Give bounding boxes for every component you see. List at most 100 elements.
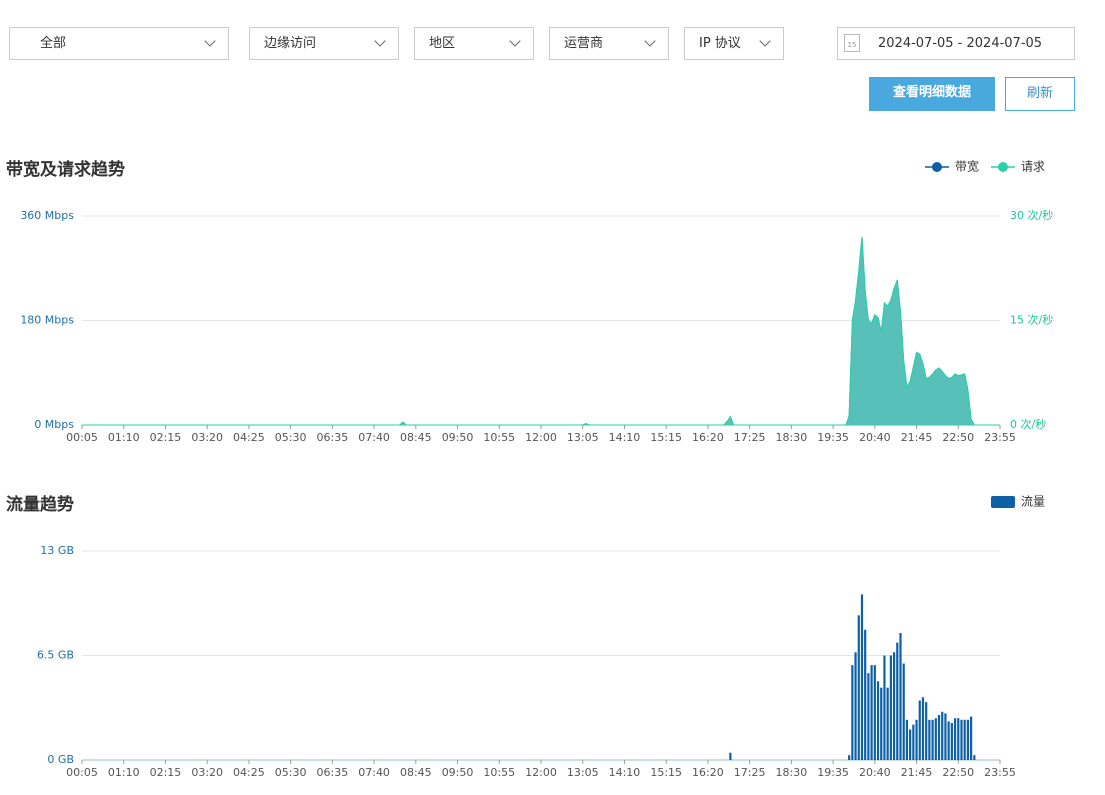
x-tick-label: 18:30 [776,766,808,779]
x-tick-label: 05:30 [275,766,307,779]
y2-tick-label: 30 次/秒 [1010,208,1053,222]
x-tick-label: 13:05 [567,766,599,779]
legend-label: 带宽 [955,159,979,174]
bar [860,594,864,760]
bar [886,687,889,760]
legend-dot [931,162,942,172]
dropdown-label: 边缘访问 [264,36,317,51]
dropdown-label: 运营商 [564,36,604,51]
chevron [759,35,771,47]
bar [873,665,876,760]
x-tick-label: 18:30 [776,431,808,444]
x-tick-label: 03:20 [191,431,223,444]
y-tick-label: 180 Mbps [20,314,74,327]
bar [854,652,857,760]
detail-button[interactable]: 查看明细数据 [869,77,995,111]
x-tick-label: 20:40 [859,431,891,444]
x-tick-label: 07:40 [358,431,390,444]
dropdown[interactable]: 边缘访问 [249,27,399,60]
bar [883,655,886,760]
y-tick-label: 0 Mbps [34,418,74,431]
bar [909,729,912,760]
x-tick-label: 19:35 [817,431,849,444]
bar [896,642,899,760]
dropdown[interactable]: 全部 [9,27,229,60]
dropdown[interactable]: 运营商 [549,27,669,60]
x-tick-label: 13:05 [567,431,599,444]
dropdown[interactable]: 地区 [414,27,534,60]
x-tick-label: 22:50 [942,431,974,444]
bar [905,719,909,760]
x-tick-label: 14:10 [609,431,641,444]
dropdown-label: 全部 [40,36,67,51]
bar [937,714,941,760]
bar [876,681,880,760]
x-tick-label: 05:30 [275,431,307,444]
chart-title: 流量趋势 [6,494,74,515]
dropdown-label: 地区 [429,36,456,51]
dropdown[interactable]: IP 协议 [684,27,784,60]
bar [925,702,928,760]
bar [867,673,870,760]
x-tick-label: 10:55 [483,431,515,444]
bar [899,632,902,760]
x-tick-label: 01:10 [108,766,140,779]
x-tick-label: 16:20 [692,431,724,444]
x-tick-label: 16:20 [692,766,724,779]
x-tick-label: 07:40 [358,766,390,779]
x-tick-label: 17:25 [734,766,766,779]
chevron [374,35,386,47]
bar [912,724,915,760]
legend-label: 请求 [1021,160,1045,174]
bar [928,719,931,760]
bar [931,719,934,760]
bar [915,719,918,760]
bar [941,711,944,760]
bar [880,687,883,760]
x-tick-label: 04:25 [233,766,265,779]
bar [902,663,905,760]
bar [870,665,873,760]
x-tick-label: 23:55 [984,431,1016,444]
request-area [82,236,1000,426]
x-tick-label: 08:45 [400,431,432,444]
legend-swatch [990,496,1015,508]
x-tick-label: 02:15 [150,431,182,444]
bar [973,755,976,760]
bar [957,718,960,760]
x-tick-label: 21:45 [901,431,933,444]
bar [934,718,937,760]
x-tick-label: 23:55 [984,766,1016,779]
refresh-button[interactable]: 刷新 [1005,77,1075,111]
x-tick-label: 03:20 [191,766,223,779]
x-tick-label: 06:35 [317,431,349,444]
bar [944,713,947,760]
x-tick-label: 01:10 [108,431,140,444]
x-tick-label: 00:05 [66,431,98,444]
x-tick-label: 19:35 [817,766,849,779]
legend-label: 流量 [1021,495,1045,509]
x-tick-label: 09:50 [442,766,474,779]
bar [892,652,896,760]
bar [960,719,963,760]
bar [950,723,953,760]
chevron [204,35,216,47]
x-tick-label: 04:25 [233,431,265,444]
bar [889,655,892,760]
y-tick-label: 360 Mbps [20,209,74,222]
bar [921,697,925,760]
legend-dot [997,162,1008,172]
y-tick-label: 6.5 GB [37,649,74,662]
bar [966,719,970,760]
x-tick-label: 12:00 [525,431,557,444]
date-picker[interactable]: 15 2024-07-05 - 2024-07-05 [837,27,1075,60]
calendar-icon: 15 [844,34,860,52]
bar [963,719,966,760]
chevron [509,35,521,47]
y2-tick-label: 0 次/秒 [1010,417,1046,431]
x-tick-label: 15:15 [650,766,682,779]
chart-title: 带宽及请求趋势 [6,159,125,180]
dropdown-label: IP 协议 [699,36,741,51]
bar [947,721,950,760]
